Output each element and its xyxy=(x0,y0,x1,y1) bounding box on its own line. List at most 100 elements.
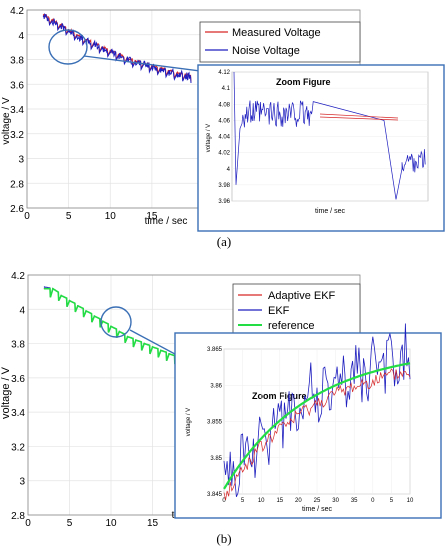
b-main-ytick-label: 4 xyxy=(19,305,25,316)
b-main-data-point xyxy=(52,287,54,290)
a-zoom-inset: Zoom Figure 3.96 3.98 4 4.02 4.04 4.06 4.08 4.1… xyxy=(197,64,445,232)
a-main-xtick-label: 10 xyxy=(105,211,117,222)
a-main-ytick-label: 4 xyxy=(18,31,24,42)
a-main-data-point xyxy=(151,66,153,68)
a-main-ytick-label: 3.4 xyxy=(10,105,24,116)
b-zoom-ref-trace xyxy=(223,362,411,490)
b-zoom-xticks: 0 5 10 15 20 25 30 35 0 5 10 xyxy=(222,498,414,504)
a-main-ytick-label: 3 xyxy=(18,155,24,166)
a-main-ytick-label: 3.8 xyxy=(10,56,24,67)
a-caption: (a) xyxy=(217,234,231,249)
b-zoom-xtick-label: 20 xyxy=(295,498,302,504)
b-main-xtick-label: 15 xyxy=(147,518,159,529)
b-main-ytick-label: 2.8 xyxy=(11,511,25,522)
a-main-data-point xyxy=(109,51,112,53)
b-legend-ekf: EKF xyxy=(268,305,290,317)
a-main-data-point xyxy=(76,33,78,36)
a-main-data-point xyxy=(59,24,62,26)
a-main-data-point xyxy=(167,69,170,72)
a-main-data-point xyxy=(42,14,45,16)
a-main-data-point xyxy=(59,25,62,27)
b-main-ytick-label: 3.6 xyxy=(11,374,25,385)
a-main-series-noise-voltage xyxy=(42,12,192,84)
b-zoom-yticks: 3.845 3.85 3.855 3.86 3.865 xyxy=(207,347,223,498)
b-zoom-grid xyxy=(223,348,411,495)
b-main-series-reference xyxy=(43,287,176,365)
b-zoom-xtick-label: 25 xyxy=(314,498,321,504)
b-zoom-ytick-label: 3.855 xyxy=(207,420,223,426)
b-main-ytick-label: 3.4 xyxy=(11,408,25,419)
b-main-data-point xyxy=(110,325,112,328)
b-zoom-ytick-label: 3.845 xyxy=(207,492,223,498)
b-main-series xyxy=(43,286,176,365)
a-main-ytick-label: 3.6 xyxy=(10,80,24,91)
a-main-data-point xyxy=(159,67,161,69)
a-main-ytick-label: 2.8 xyxy=(10,179,24,190)
b-main-data-point xyxy=(77,305,79,307)
b-zoom-xtick-label: 35 xyxy=(351,498,358,504)
b-main-xticks: 0 5 10 15 xyxy=(25,518,158,529)
a-main-data-point xyxy=(117,54,120,57)
a-zoom-ylabel: voltage / V xyxy=(206,124,212,152)
a-main-data-point xyxy=(76,35,78,37)
a-main-ytick-label: 2.6 xyxy=(10,204,24,215)
b-main-ytick-label: 3 xyxy=(19,477,25,488)
a-main-data-point xyxy=(101,47,103,50)
b-main-series-line xyxy=(44,286,176,365)
b-zoom-ylabel: voltage / V xyxy=(186,408,192,436)
b-zoom-xtick-label: 5 xyxy=(241,498,245,504)
a-zoom-ytick-label: 4.12 xyxy=(218,70,230,76)
b-zoom-xtick-label: 5 xyxy=(390,498,394,504)
a-zoom-ytick-label: 3.98 xyxy=(218,183,230,189)
b-zoom-xtick-label: 10 xyxy=(258,498,265,504)
a-main-data-point xyxy=(184,74,186,77)
a-main-ylabel: voltage / V xyxy=(1,97,12,145)
a-main-xticks: 0 5 10 15 xyxy=(24,211,158,222)
a-zoom-label: Zoom Figure xyxy=(276,77,331,87)
a-main-series-line xyxy=(43,12,192,84)
b-main-data-point xyxy=(143,342,145,345)
a-main-data-point xyxy=(126,58,128,61)
b-main-yticks: 2.8 3 3.2 3.4 3.6 3.8 4 4.2 xyxy=(11,271,25,522)
a-main-xtick-label: 0 xyxy=(24,211,30,222)
a-main-data-point xyxy=(117,53,120,56)
a-zoom-circle xyxy=(48,29,88,65)
panel-b: 2.833.23.43.63.844.2 0 5 10 15 voltage / V … xyxy=(0,271,442,546)
b-caption: (b) xyxy=(216,531,231,546)
b-main-xtick-label: 5 xyxy=(67,518,73,529)
a-zoom-measured-trace xyxy=(319,113,399,121)
b-main-data-point xyxy=(160,349,162,352)
b-main-data-point xyxy=(43,286,46,288)
a-main-data-point xyxy=(134,59,137,62)
b-main-xtick-label: 0 xyxy=(25,518,31,529)
a-zoom-xlabel: time / sec xyxy=(315,208,345,215)
a-zoom-ytick-label: 4.06 xyxy=(218,118,230,124)
b-main-data-point xyxy=(126,335,129,338)
b-zoom-inset: Zoom Figure 3.845 3.85 3.855 3.86 3.865 0 5 10… xyxy=(174,323,442,519)
a-zoom-ytick-label: 3.96 xyxy=(218,199,230,205)
a-zoom-noise-trace xyxy=(233,71,426,200)
b-main-data-point xyxy=(85,310,87,312)
b-zoom-aekf-trace xyxy=(223,368,411,500)
b-zoom-label: Zoom Figure xyxy=(252,391,307,401)
b-main-series-line xyxy=(44,287,176,365)
a-main-yticks: 2.6 2.8 3 3.2 3.4 3.6 3.8 4 4.2 xyxy=(10,6,24,215)
a-main-ytick-label: 3.2 xyxy=(10,130,24,141)
b-legend: Adaptive EKF EKF reference xyxy=(232,283,361,337)
a-main-data-point xyxy=(184,73,186,76)
a-main-ytick-label: 4.2 xyxy=(10,6,24,17)
a-main-data-point xyxy=(167,71,170,73)
a-zoom-ytick-label: 4.02 xyxy=(218,151,230,157)
b-main-xtick-label: 10 xyxy=(105,518,117,529)
b-zoom-xtick-label: 30 xyxy=(332,498,339,504)
b-main-ytick-label: 3.8 xyxy=(11,340,25,351)
a-main-data-point xyxy=(42,15,45,17)
b-main-data-point xyxy=(43,287,46,290)
a-main-data-point xyxy=(159,68,161,71)
b-main-data-point xyxy=(60,294,62,297)
a-main-xlabel: time / sec xyxy=(145,216,188,227)
b-main-ytick-label: 3.2 xyxy=(11,442,25,453)
b-zoom-circle xyxy=(100,306,132,338)
panel-a: 2.6 2.8 3 3.2 3.4 3.6 3.8 4 4.2 0 5 10 15 voltage /… xyxy=(1,6,445,249)
